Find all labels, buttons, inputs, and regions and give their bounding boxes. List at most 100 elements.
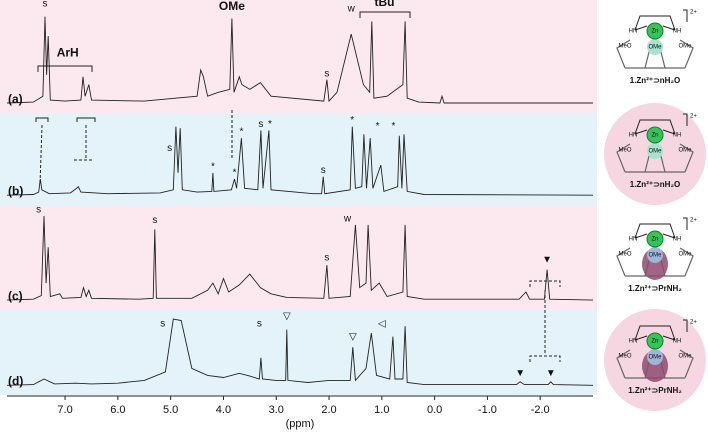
- charge-bracket: [683, 113, 688, 126]
- band: [0, 0, 597, 113]
- annotation: s: [167, 143, 172, 154]
- bands: [0, 0, 597, 395]
- structure: Zn OMe HN NH MeO OMe 2+ 1.Zn²⁺⊃PrNH₂: [616, 217, 697, 293]
- annotation: *: [350, 115, 354, 126]
- annotation: ▼: [515, 368, 525, 379]
- annotation: ▽: [283, 311, 291, 322]
- annotation: *: [391, 121, 395, 132]
- structure: Zn OMe HN NH MeO OMe 2+ 1.Zn²⁺⊃nH₂O: [616, 9, 697, 85]
- ome-label: OMe: [648, 45, 662, 51]
- hn-label: HN: [629, 133, 638, 139]
- dashed-links: [39, 124, 92, 186]
- structure: Zn OMe HN NH MeO OMe 2+ 1.Zn²⁺⊃PrNH₂: [616, 319, 697, 395]
- ome-label: OMe: [648, 253, 662, 259]
- x-tick-label: 1.0: [374, 404, 389, 416]
- nh-label: NH: [673, 29, 682, 35]
- annotation: w: [343, 213, 352, 224]
- ome-label: OMe: [648, 355, 662, 361]
- macrocycle: [634, 223, 676, 239]
- annotation: s: [36, 204, 41, 215]
- x-tick-label: 2.0: [321, 404, 336, 416]
- annotation: s: [324, 253, 329, 264]
- annotation: s: [258, 119, 263, 130]
- ome-side-label: OMe: [678, 252, 692, 258]
- x-tick-label: 0.0: [427, 404, 442, 416]
- annotation: ▽: [349, 331, 357, 342]
- structure: Zn OMe HN NH MeO OMe 2+ 1.Zn²⁺⊃nH₂O: [616, 113, 697, 189]
- annotation: *: [211, 161, 215, 172]
- charge: 2+: [690, 114, 697, 120]
- caption: 1.Zn²⁺⊃PrNH₂: [628, 284, 682, 293]
- spectrum-label: (d): [8, 374, 23, 388]
- x-tick-label: -2.0: [531, 404, 550, 416]
- band: [0, 205, 597, 310]
- metal-label: Zn: [651, 133, 658, 139]
- spectrum-label: (b): [8, 184, 23, 198]
- annotation: ▼: [542, 254, 552, 265]
- arh-bracket: [37, 65, 93, 72]
- spectrum: [6, 126, 594, 196]
- macrocycle: [634, 325, 676, 341]
- ome-sphere: [647, 143, 663, 159]
- nh-label: NH: [673, 133, 682, 139]
- charge: 2+: [690, 320, 697, 326]
- annotation: s: [43, 0, 48, 10]
- annotation: ArH: [57, 46, 79, 60]
- annotation: *: [233, 167, 237, 178]
- meo-label: MeO: [618, 148, 631, 154]
- spectrum: [6, 318, 594, 386]
- annotation: s: [321, 165, 326, 176]
- traces: (a) s ArH OMe s w tBu (b) s * * * s * s * * * (c) s s s w ▼ (d) s…: [6, 0, 594, 388]
- annotation: *: [268, 119, 272, 130]
- nh-label: NH: [673, 339, 682, 345]
- b-brackets: [35, 117, 96, 122]
- x-tick-label: 6.0: [110, 404, 125, 416]
- tbu-bracket: [359, 11, 411, 18]
- band: [0, 113, 597, 205]
- x-tick-label: 4.0: [216, 404, 231, 416]
- caption: 1.Zn²⁺⊃PrNH₂: [628, 386, 682, 395]
- nh-label: NH: [673, 237, 682, 243]
- spectrum-label: (c): [8, 289, 23, 303]
- annotation: OMe: [219, 0, 245, 13]
- x-tick-label: 3.0: [269, 404, 284, 416]
- charge-bracket: [683, 9, 688, 22]
- spectrum: [6, 16, 593, 104]
- band: [0, 310, 597, 395]
- annotation: s: [160, 319, 165, 330]
- metal: [646, 22, 664, 40]
- annotation: s: [257, 319, 262, 330]
- annotation: *: [376, 121, 380, 132]
- macrocycle: [634, 15, 676, 31]
- hn-label: HN: [629, 29, 638, 35]
- ome-sphere: [647, 247, 663, 263]
- x-tick-label: -1.0: [478, 404, 497, 416]
- annotation: ◁: [378, 319, 386, 330]
- meo-label: MeO: [618, 354, 631, 360]
- metal-label: Zn: [651, 29, 658, 35]
- annotation: *: [239, 127, 243, 138]
- ome-side-label: OMe: [678, 148, 692, 154]
- hn-label: HN: [629, 237, 638, 243]
- meo-label: MeO: [618, 252, 631, 258]
- calixarene: [616, 143, 694, 173]
- metal-label: Zn: [651, 237, 658, 243]
- ome-side-label: OMe: [678, 44, 692, 50]
- structures: Zn OMe HN NH MeO OMe 2+ 1.Zn²⁺⊃nH₂O Zn OMe HN NH MeO…: [604, 9, 706, 411]
- calixarene: [616, 39, 694, 69]
- metal: [646, 332, 664, 350]
- charge-bracket: [683, 217, 688, 230]
- x-tick-label: 7.0: [57, 404, 72, 416]
- annotation: s: [324, 69, 329, 80]
- ome-label: OMe: [648, 149, 662, 155]
- ome-sphere: [647, 39, 663, 55]
- hn-label: HN: [629, 339, 638, 345]
- guest-links: [529, 280, 561, 362]
- metal: [646, 230, 664, 248]
- annotation: w: [347, 3, 356, 14]
- spectrum-label: (a): [8, 92, 23, 106]
- charge-bracket: [683, 319, 688, 332]
- annotation: tBu: [374, 0, 394, 9]
- brackets: [35, 11, 561, 362]
